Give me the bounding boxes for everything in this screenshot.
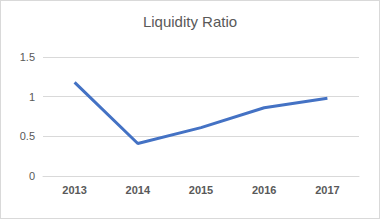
svg-text:2016: 2016: [252, 184, 276, 196]
svg-text:1.5: 1.5: [20, 51, 35, 63]
svg-text:2015: 2015: [189, 184, 213, 196]
svg-text:0: 0: [29, 170, 35, 182]
svg-text:1: 1: [29, 91, 35, 103]
svg-text:2014: 2014: [126, 184, 151, 196]
svg-text:Liquidity Ratio: Liquidity Ratio: [143, 13, 237, 30]
svg-text:0.5: 0.5: [20, 130, 35, 142]
svg-text:2017: 2017: [315, 184, 339, 196]
svg-text:2013: 2013: [62, 184, 86, 196]
